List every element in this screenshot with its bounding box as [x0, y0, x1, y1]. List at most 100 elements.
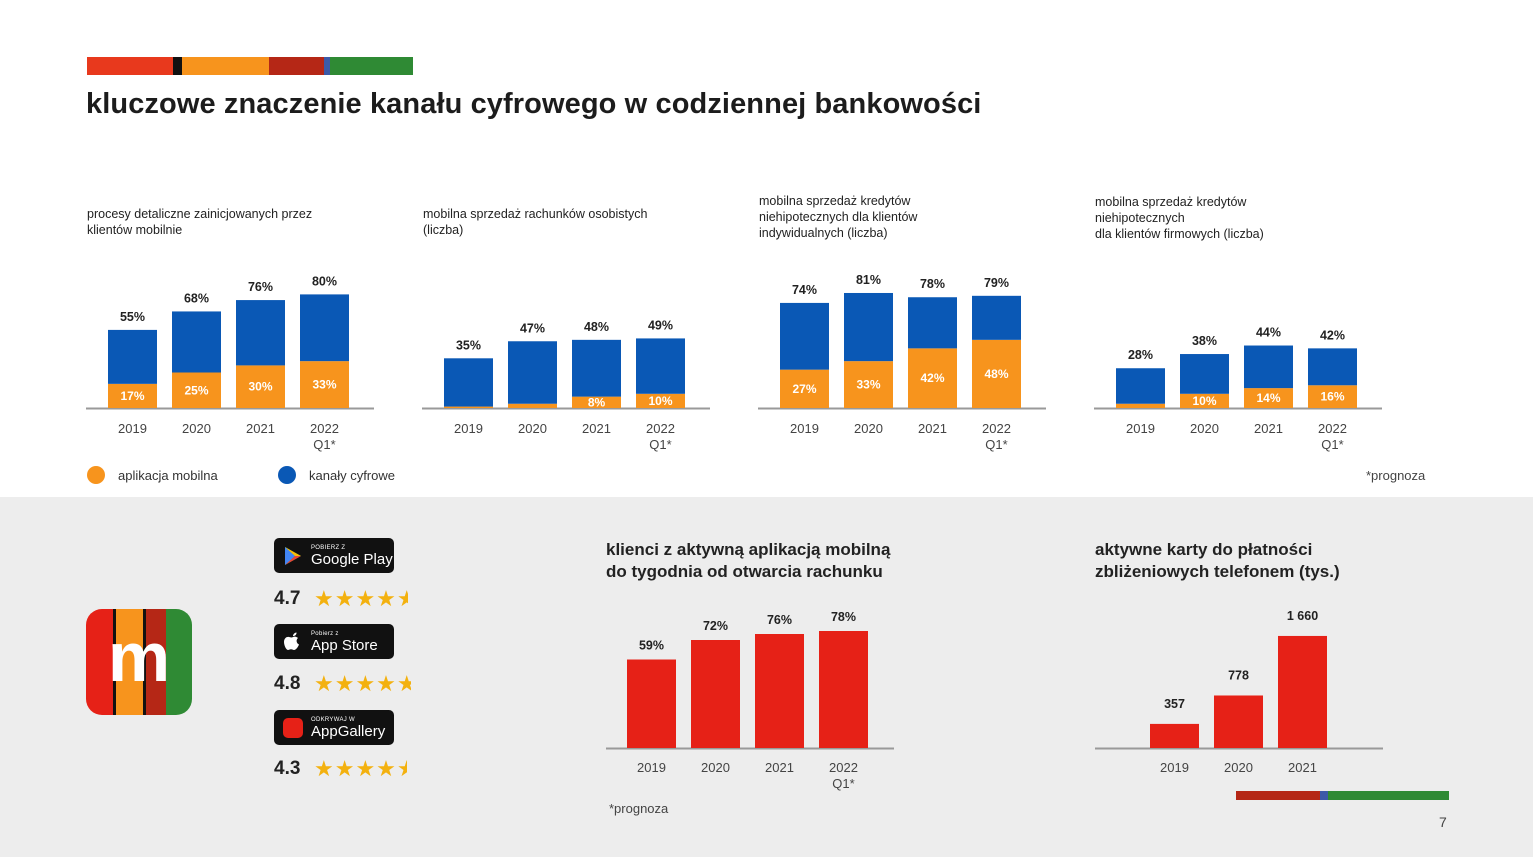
x-tick-label-0: 2019 [1160, 760, 1189, 775]
bar [819, 631, 868, 748]
apple-icon [282, 631, 304, 653]
bar-digital-channels [572, 339, 621, 397]
footnote-forecast-bottom: *prognoza [609, 801, 669, 816]
bar-mobile-app [1308, 385, 1357, 408]
bar [691, 640, 740, 748]
legend-dot-orange [87, 466, 105, 484]
bar-mobile-app [444, 406, 493, 408]
data-label: 78% [831, 610, 856, 624]
footnote-forecast-top: *prognoza [1366, 468, 1426, 483]
x-tick-label-3: 2022 [982, 421, 1011, 436]
app-store-rating: 4.8 ★★★★★ [274, 671, 411, 697]
bar-mobile-app [572, 396, 621, 408]
bar-digital-channels [1244, 345, 1293, 389]
bar-mobile-app [1244, 388, 1293, 408]
google-play-badge[interactable]: POBIERZ Z Google Play [274, 538, 394, 573]
chart-mobile-loans-individual: 27% 74% 2019 33% 81% 2020 42% 78% 2021 48% 79% 2022… [758, 273, 1046, 452]
x-tick-label-3: 2022 [646, 421, 675, 436]
x-tick-label-3: 2022 [829, 760, 858, 775]
x-tick-label-0: 2019 [790, 421, 819, 436]
chart-5-title: klienci z aktywną aplikacją mobilną do t… [606, 540, 891, 581]
x-tick-label-3: 2022 [310, 421, 339, 436]
page-title: kluczowe znaczenie kanału cyfrowego w co… [86, 88, 982, 120]
x-tick-label-3: Q1* [1321, 437, 1343, 452]
chart-3-title: mobilna sprzedaż kredytów niehipotecznyc… [759, 194, 918, 240]
bar-mobile-app [908, 348, 957, 408]
data-label-total: 74% [792, 283, 817, 297]
bar-mobile-app [172, 372, 221, 408]
data-label-mobile-app: 33% [312, 378, 336, 392]
bar-digital-channels [1308, 348, 1357, 386]
bottom-color-bar [1236, 791, 1449, 800]
top-color-bar [87, 57, 413, 75]
mbank-logo-letter: m [107, 618, 171, 696]
data-label-total: 35% [456, 338, 481, 352]
data-label-mobile-app: 10% [1192, 394, 1216, 408]
legend-dot-blue [278, 466, 296, 484]
x-tick-label-0: 2019 [118, 421, 147, 436]
bar-mobile-app [636, 393, 685, 408]
legend-mobile-app: aplikacja mobilna [87, 466, 218, 484]
x-tick-label-1: 2020 [1190, 421, 1219, 436]
data-label-total: 68% [184, 291, 209, 305]
app-gallery-label: AppGallery [311, 722, 386, 740]
bar-digital-channels [636, 338, 685, 394]
app-store-rating-value: 4.8 [274, 673, 301, 694]
bar [1150, 723, 1199, 748]
data-label-mobile-app: 8% [588, 395, 606, 409]
app-store-badge[interactable]: Pobierz z App Store [274, 624, 394, 659]
legend-digital: kanały cyfrowe [278, 466, 395, 484]
data-label-mobile-app: 33% [856, 378, 880, 392]
bar [1214, 695, 1263, 748]
bar-mobile-app [236, 365, 285, 408]
chart-6-title: aktywne karty do płatności zbliżeniowych… [1095, 540, 1340, 581]
bar-digital-channels [108, 329, 157, 384]
google-play-small-label: POBIERZ Z [311, 544, 346, 551]
huawei-icon [282, 717, 304, 739]
x-tick-label-2: 2021 [1254, 421, 1283, 436]
app-gallery-badge[interactable]: ODKRYWAJ W AppGallery [274, 710, 394, 745]
x-tick-label-2: 2021 [918, 421, 947, 436]
data-label-total: 47% [520, 321, 545, 335]
chart-1-title: procesy detaliczne zainicjowanych przez … [87, 207, 313, 237]
bar-digital-channels [1180, 354, 1229, 394]
x-tick-label-1: 2020 [854, 421, 883, 436]
data-label-mobile-app: 16% [1320, 390, 1344, 404]
bar-mobile-app [1180, 393, 1229, 408]
app-gallery-rating: 4.3 ★★★★★ [274, 756, 407, 782]
chart-4-title: mobilna sprzedaż kredytów niehipotecznyc… [1095, 195, 1264, 241]
data-label-mobile-app: 30% [248, 380, 272, 394]
bar-mobile-app [1116, 403, 1165, 408]
bar-digital-channels [236, 300, 285, 366]
x-tick-label-0: 2019 [454, 421, 483, 436]
bar-mobile-app [972, 339, 1021, 408]
star-rating-icon: ★★★★★ [314, 756, 407, 781]
data-label-total: 49% [648, 318, 673, 332]
x-tick-label-3: Q1* [832, 776, 854, 791]
mbank-logo: m [86, 609, 192, 715]
data-label-total: 55% [120, 310, 145, 324]
x-tick-label-2: 2021 [1288, 760, 1317, 775]
data-label-total: 48% [584, 320, 609, 334]
x-tick-label-3: Q1* [313, 437, 335, 452]
data-label: 1 660 [1287, 609, 1318, 623]
data-label: 72% [703, 619, 728, 633]
bar [627, 659, 676, 748]
data-label: 76% [767, 613, 792, 627]
data-label-mobile-app: 10% [648, 394, 672, 408]
google-play-icon [282, 545, 304, 567]
app-store-small-label: Pobierz z [311, 630, 339, 637]
bar-digital-channels [908, 297, 957, 349]
data-label-total: 42% [1320, 328, 1345, 342]
x-tick-label-2: 2021 [582, 421, 611, 436]
x-tick-label-1: 2020 [701, 760, 730, 775]
bar-digital-channels [844, 292, 893, 362]
chart-2-title: mobilna sprzedaż rachunków osobistych (l… [423, 207, 648, 237]
bar-digital-channels [300, 294, 349, 362]
x-tick-label-1: 2020 [518, 421, 547, 436]
app-gallery-rating-value: 4.3 [274, 758, 301, 779]
x-tick-label-3: Q1* [649, 437, 671, 452]
data-label-total: 76% [248, 280, 273, 294]
